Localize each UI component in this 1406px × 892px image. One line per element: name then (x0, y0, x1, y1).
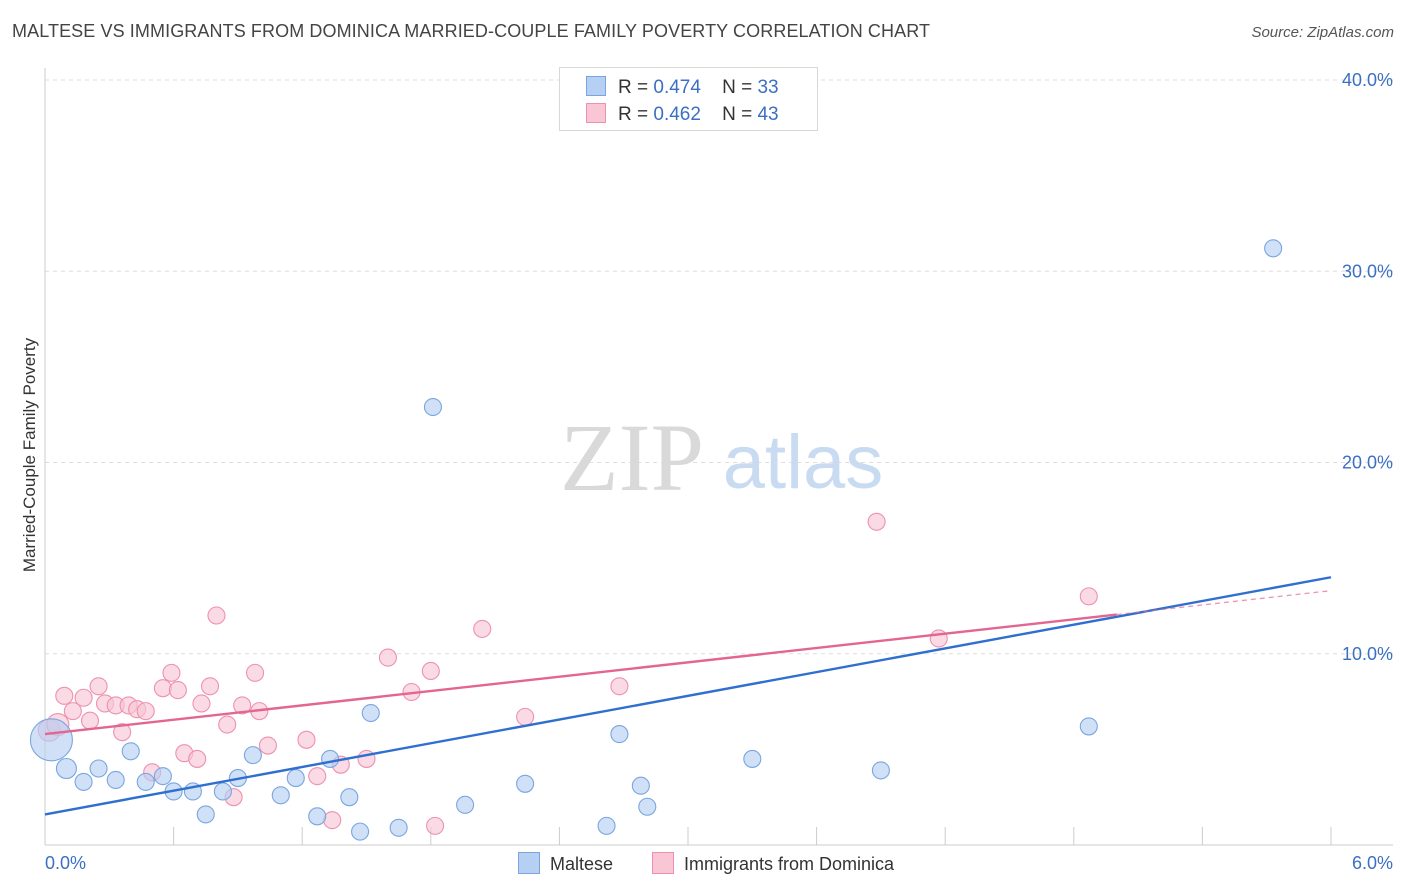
point-dominica (516, 707, 535, 726)
point-dominica (162, 663, 181, 682)
point-dominica (80, 711, 100, 730)
point-dominica (192, 694, 211, 713)
point-dominica (421, 661, 440, 681)
trendline-dominica (44, 613, 1117, 736)
point-maltese (743, 749, 762, 768)
point-dominica (245, 663, 265, 682)
point-dominica (153, 679, 172, 698)
point-maltese (308, 807, 327, 826)
point-dominica (1079, 587, 1098, 606)
point-maltese (55, 757, 77, 780)
axes (44, 68, 1393, 846)
legend-n-label: N = (722, 77, 753, 98)
legend-n-value-dominica: 43 (757, 104, 779, 125)
point-dominica (426, 816, 445, 835)
point-dominica (89, 677, 108, 696)
point-maltese (106, 770, 125, 790)
bottom-legend-dominica: Immigrants from Dominica (652, 852, 894, 875)
point-maltese (1264, 239, 1283, 258)
point-dominica (207, 606, 226, 625)
legend-swatch-dominica (586, 103, 606, 123)
point-maltese (196, 805, 215, 824)
legend-r-label: R = (618, 104, 649, 125)
y-tick-label: 30.0% (1342, 261, 1393, 281)
legend-n-value-maltese: 33 (757, 77, 779, 98)
point-maltese (243, 746, 262, 765)
point-maltese (271, 786, 290, 805)
watermark-zip: ZIP (560, 404, 704, 511)
legend-r-label: R = (618, 77, 649, 98)
point-dominica (200, 677, 220, 696)
point-maltese (516, 774, 535, 793)
watermark: ZIP atlas (560, 404, 883, 511)
point-maltese (456, 795, 475, 814)
legend-row-dominica: R = 0.462 N = 43 (586, 103, 779, 126)
point-maltese (638, 797, 657, 816)
bottom-legend-maltese: Maltese (518, 852, 613, 875)
point-dominica (308, 767, 327, 786)
point-dominica (929, 629, 948, 648)
point-dominica (218, 715, 237, 734)
trend-lines (44, 576, 1332, 816)
legend-row-maltese: R = 0.474 N = 33 (586, 76, 779, 99)
point-dominica (74, 688, 93, 707)
point-dominica (113, 723, 132, 742)
grid-lines (45, 79, 1393, 655)
point-maltese (361, 703, 380, 723)
point-dominica (297, 730, 316, 749)
point-dominica (473, 619, 492, 638)
legend-r-value-maltese: 0.474 (653, 77, 701, 98)
chart-title: MALTESE VS IMMIGRANTS FROM DOMINICA MARR… (12, 21, 931, 41)
legend-n-label: N = (722, 104, 753, 125)
point-dominica (233, 696, 252, 715)
point-maltese (74, 772, 93, 791)
point-maltese (351, 822, 370, 841)
point-maltese (153, 767, 172, 786)
point-maltese (321, 749, 340, 768)
bottom-legend-swatch-maltese (518, 852, 540, 874)
trendline-maltese (44, 576, 1332, 816)
legend-box: R = 0.474 N = 33 R = 0.462 N = 43 (559, 67, 818, 131)
y-tick-label: 20.0% (1342, 453, 1393, 473)
source-label: Source: ZipAtlas.com (1251, 24, 1394, 41)
point-maltese (340, 788, 359, 807)
point-dominica (867, 512, 886, 531)
bottom-legend-label-maltese: Maltese (550, 854, 614, 874)
y-tick-label: 40.0% (1342, 70, 1393, 90)
x-tick-label: 6.0% (1352, 853, 1393, 873)
point-maltese (136, 772, 155, 791)
point-dominica (136, 702, 155, 721)
point-dominica (63, 702, 82, 721)
tick-labels: 10.0% 20.0% 30.0% 40.0% 0.0% 6.0% (45, 70, 1393, 873)
point-maltese (597, 816, 616, 835)
point-dominica (378, 648, 397, 667)
point-dominica (168, 681, 187, 700)
point-maltese (871, 761, 890, 780)
point-maltese (121, 742, 140, 761)
point-dominica (258, 736, 277, 755)
point-dominica (323, 811, 342, 830)
watermark-atlas: atlas (723, 420, 884, 505)
point-dominica (610, 677, 629, 696)
x-tick-label: 0.0% (45, 853, 86, 873)
point-dominica (55, 686, 74, 705)
series-maltese-points (29, 239, 1283, 841)
point-dominica (188, 749, 207, 768)
bottom-legend-swatch-dominica (652, 852, 674, 874)
legend-swatch-maltese (586, 76, 606, 96)
point-maltese (286, 769, 305, 788)
legend-r-value-dominica: 0.462 (653, 104, 701, 125)
bottom-legend-label-dominica: Immigrants from Dominica (684, 854, 895, 874)
point-maltese (423, 397, 442, 417)
point-maltese (1079, 717, 1098, 736)
point-maltese (89, 759, 108, 778)
point-maltese (631, 776, 650, 795)
point-maltese (610, 725, 629, 744)
point-maltese (213, 782, 232, 801)
y-tick-label: 10.0% (1342, 644, 1393, 664)
point-maltese (29, 718, 73, 762)
point-maltese (389, 818, 408, 837)
